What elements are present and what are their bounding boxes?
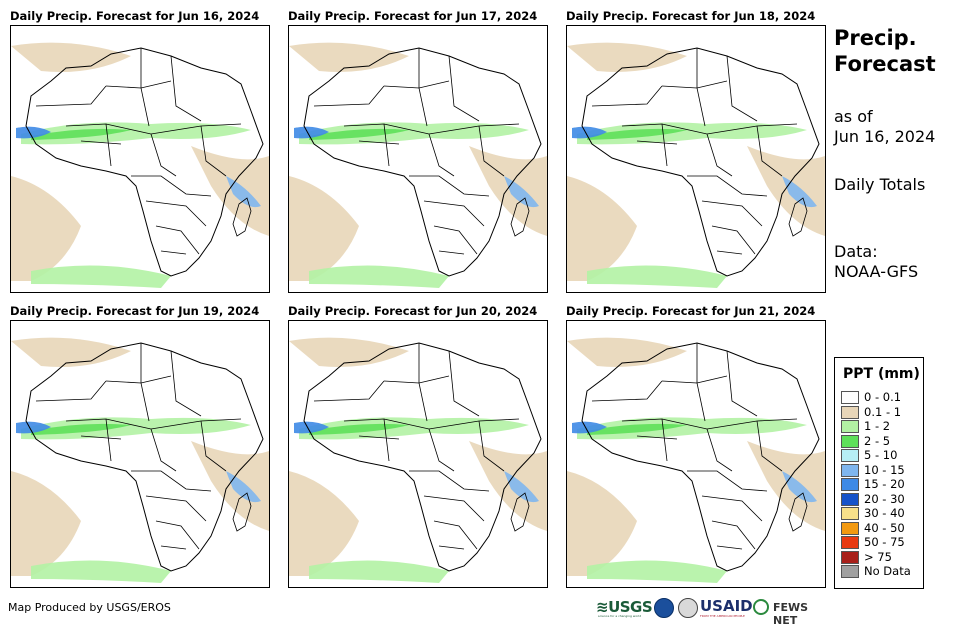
panel-title: Daily Precip. Forecast for Jun 21, 2024: [566, 304, 816, 318]
map-credit: Map Produced by USGS/EROS: [8, 601, 171, 614]
precip-map: [10, 25, 270, 293]
noaa-logo-icon: [654, 598, 674, 618]
panel-title: Daily Precip. Forecast for Jun 18, 2024: [566, 9, 816, 23]
as-of-label: as of: [834, 107, 873, 126]
fews-net-logo: FEWS NET: [773, 601, 809, 627]
legend-swatch: [841, 550, 859, 564]
precip-map: [10, 320, 270, 588]
legend-label: 2 - 5: [864, 433, 891, 448]
legend-label: 30 - 40: [864, 506, 905, 520]
usgs-logo: ≋USGS: [596, 598, 653, 616]
legend-label: 40 - 50: [864, 520, 905, 535]
precip-map: [288, 320, 548, 588]
legend-swatch: [841, 463, 859, 477]
legend-swatch: [841, 405, 859, 419]
precip-map: [566, 25, 826, 293]
legend-label: 0.1 - 1: [864, 404, 902, 419]
legend-label: > 75: [864, 549, 892, 564]
usaid-tagline: FROM THE AMERICAN PEOPLE: [700, 614, 745, 618]
side-title-line2: Forecast: [834, 52, 936, 76]
as-of-value: Jun 16, 2024: [834, 127, 936, 146]
legend-label: 1 - 2: [864, 419, 891, 433]
legend-label: 0 - 0.1: [864, 390, 902, 404]
usaid-logo: USAID: [700, 597, 753, 615]
panel-title: Daily Precip. Forecast for Jun 20, 2024: [288, 304, 538, 318]
legend-label: 50 - 75: [864, 535, 905, 549]
panel-title: Daily Precip. Forecast for Jun 16, 2024: [10, 9, 260, 23]
state-dept-seal-icon: [678, 598, 698, 618]
legend-swatch: [841, 420, 859, 433]
precip-map: [566, 320, 826, 588]
side-title: Precip. Forecast: [834, 25, 936, 77]
panel-title: Daily Precip. Forecast for Jun 19, 2024: [10, 304, 260, 318]
side-title-line1: Precip.: [834, 26, 917, 50]
usgs-tagline: science for a changing world: [598, 614, 642, 618]
legend-label: 10 - 15: [864, 462, 905, 477]
fews-globe-icon: [753, 599, 769, 615]
legend-swatch: [841, 449, 859, 462]
legend-swatch: [841, 521, 859, 535]
data-source-value: NOAA-GFS: [834, 262, 919, 281]
legend-swatch: [841, 434, 859, 448]
precip-map: [288, 25, 548, 293]
legend-label: No Data: [864, 564, 911, 578]
legend-label: 20 - 30: [864, 491, 905, 506]
legend-label: 15 - 20: [864, 477, 905, 491]
data-source: Data: NOAA-GFS: [834, 242, 918, 282]
panel-title: Daily Precip. Forecast for Jun 17, 2024: [288, 9, 538, 23]
legend-swatch: [841, 391, 859, 404]
legend-swatch: [841, 507, 859, 520]
legend-title: PPT (mm): [843, 366, 920, 382]
partner-logos: ≋USGS science for a changing world USAID…: [596, 597, 828, 627]
legend-swatch: [841, 565, 859, 578]
daily-totals-label: Daily Totals: [834, 175, 926, 194]
legend-swatch: [841, 492, 859, 506]
legend-label: 5 - 10: [864, 448, 898, 462]
legend-swatch: [841, 478, 859, 491]
as-of-date: as of Jun 16, 2024: [834, 107, 935, 147]
data-source-label: Data:: [834, 242, 878, 261]
legend-swatch: [841, 536, 859, 549]
